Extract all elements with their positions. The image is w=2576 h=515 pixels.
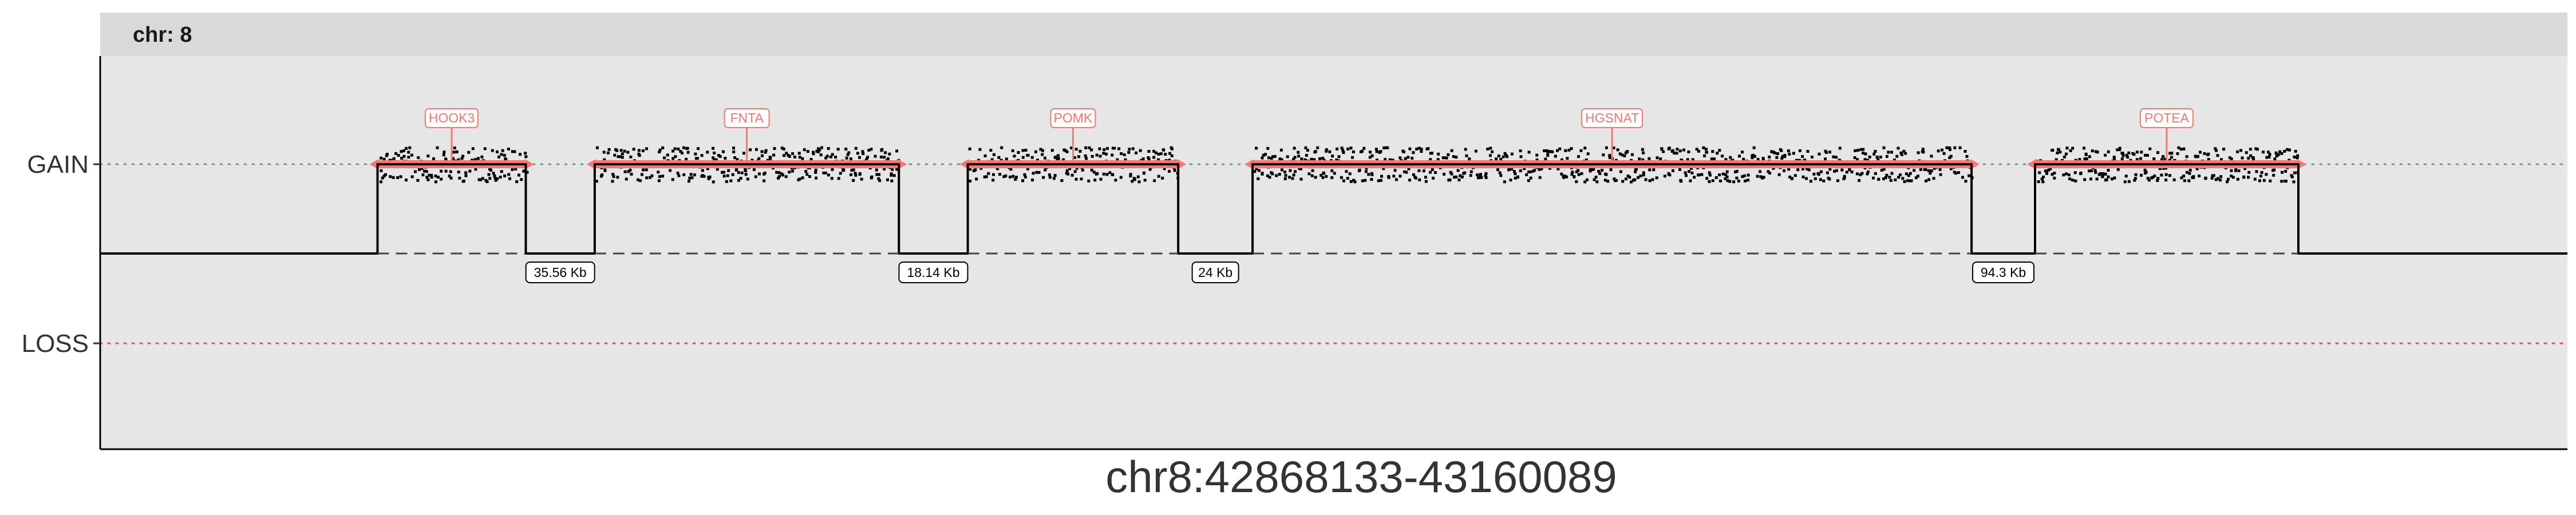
gene-end-marker-pomk xyxy=(1177,159,1187,169)
gap-label-box-2 xyxy=(898,262,969,283)
gene-label-box-potea xyxy=(2139,108,2194,128)
gap-label-box-4 xyxy=(1972,262,2035,283)
gap-labels: 35.56 Kb 18.14 Kb 24 Kb 94.3 Kb xyxy=(525,262,2035,283)
copy-number-step xyxy=(100,163,2567,255)
facet-label: chr: 8 xyxy=(133,23,192,47)
gene-label-box-pomk xyxy=(1050,108,1096,128)
gene-start-marker-potea xyxy=(2026,159,2036,169)
gene-label-hook3: HOOK3 xyxy=(429,110,475,125)
gene-start-marker-fnta xyxy=(586,159,596,169)
gap-label-2: 18.14 Kb xyxy=(907,265,959,280)
y-tick-label-gain: GAIN xyxy=(27,150,89,179)
gene-label-pomk: POMK xyxy=(1054,110,1093,125)
probe-points-potea xyxy=(2036,146,2300,184)
gene-labels: HOOK3 FNTA POMK HGSNAT POTEA xyxy=(425,108,2194,162)
y-axis: GAIN LOSS xyxy=(22,150,100,358)
gene-end-marker-fnta xyxy=(898,159,907,169)
gene-end-marker-hgsnat xyxy=(1970,159,1980,169)
gene-label-potea: POTEA xyxy=(2144,110,2190,125)
gene-label-hgsnat: HGSNAT xyxy=(1585,110,1639,125)
gene-label-fnta: FNTA xyxy=(730,110,764,125)
gap-label-box-3 xyxy=(1191,262,1239,283)
gene-label-box-hook3 xyxy=(425,108,479,128)
y-tick-label-loss: LOSS xyxy=(22,330,89,358)
copy-number-step-line xyxy=(100,163,2567,255)
gap-label-3: 24 Kb xyxy=(1198,265,1232,280)
facet-strip xyxy=(100,13,2567,56)
gene-label-box-fnta xyxy=(724,108,770,128)
gene-end-marker-hook3 xyxy=(524,159,534,169)
gap-label-1: 35.56 Kb xyxy=(534,265,587,280)
gene-label-box-hgsnat xyxy=(1581,108,1643,128)
probe-cluster-potea xyxy=(2036,146,2300,184)
x-axis-label: chr8:42868133-43160089 xyxy=(1105,451,1617,502)
gap-label-4: 94.3 Kb xyxy=(1981,265,2026,280)
gene-start-marker-hook3 xyxy=(369,159,379,169)
gap-label-box-1 xyxy=(525,262,595,283)
